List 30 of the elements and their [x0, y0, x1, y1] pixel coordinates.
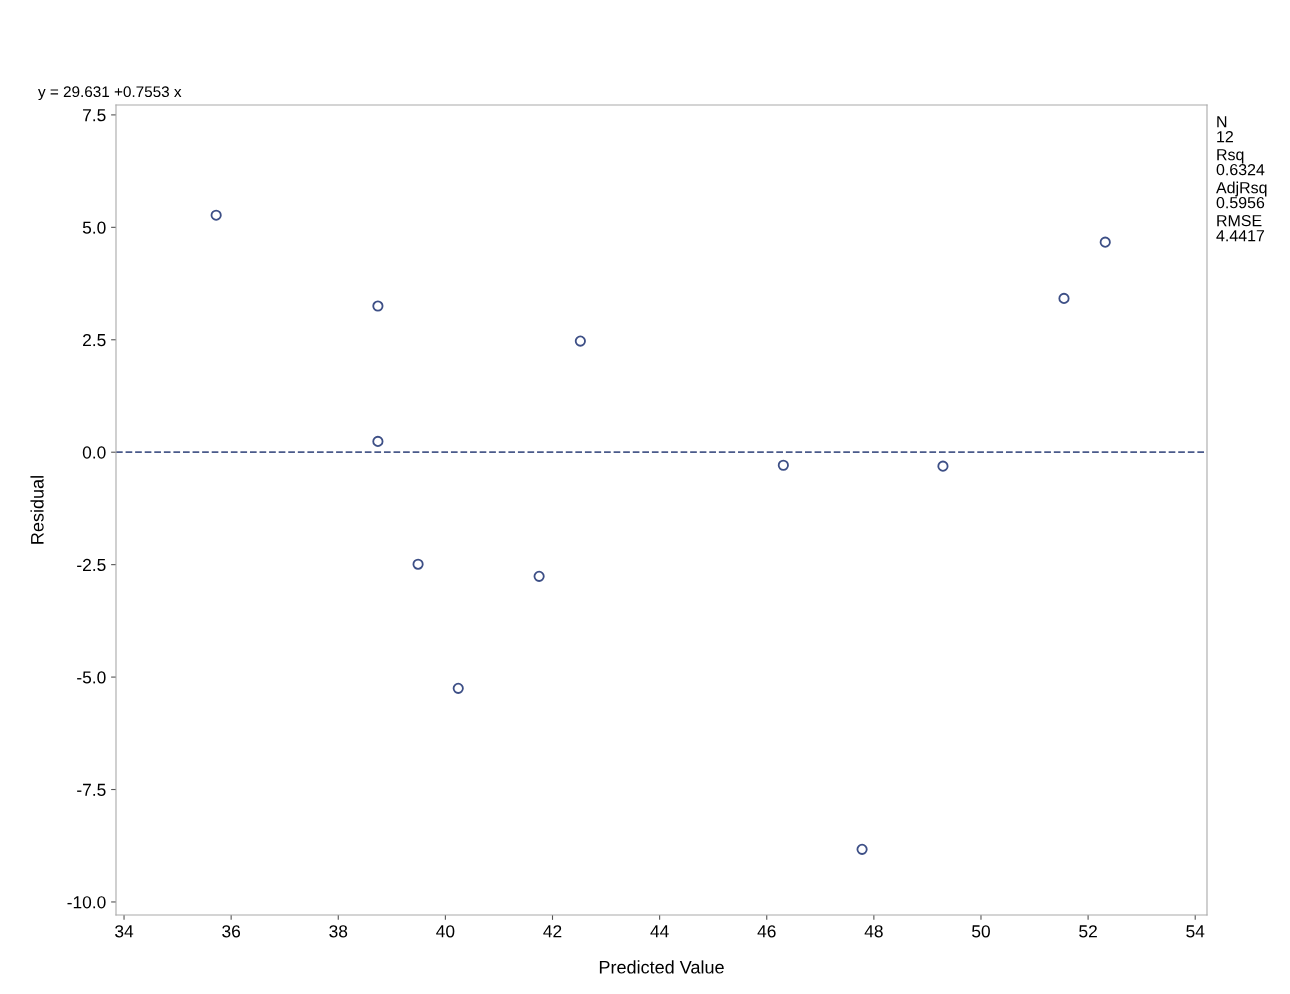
x-tick-label: 44	[650, 925, 669, 938]
y-tick-label: -7.5	[77, 783, 106, 796]
x-tick-label: 40	[436, 925, 455, 938]
y-tick-label: -5.0	[77, 671, 106, 684]
x-tick-label: 54	[1186, 925, 1205, 938]
text: 4.4417	[1216, 230, 1265, 242]
text: 12	[1217, 130, 1233, 143]
y-tick-label: 0.0	[82, 446, 106, 459]
y-axis-title: Residual	[30, 476, 44, 544]
x-tick-label: 36	[222, 925, 241, 938]
y-tick-label: 7.5	[83, 109, 106, 122]
x-tick-label: 34	[115, 925, 134, 938]
text: Rsq	[1217, 149, 1244, 164]
text: 0.5956	[1216, 196, 1265, 209]
x-tick-label: 52	[1079, 925, 1097, 938]
x-tick-label: 46	[757, 925, 776, 938]
text: 0.6324	[1216, 163, 1265, 176]
x-tick-label: 42	[543, 925, 562, 938]
x-tick-label: 48	[864, 925, 883, 938]
x-tick-label: 50	[972, 925, 990, 938]
text: N	[1217, 116, 1227, 128]
x-tick-label: 38	[329, 925, 348, 938]
y-tick-label: 5.0	[82, 221, 106, 234]
y-tick-label: -2.5	[77, 558, 106, 572]
y-tick-label: 2.5	[83, 333, 106, 347]
text: RMSE	[1217, 214, 1262, 227]
y-tick-label: -10.0	[67, 896, 106, 909]
x-axis-title: Predicted Value	[599, 960, 724, 974]
text: AdjRsq	[1216, 181, 1267, 197]
text: y = 29.631 +0.7553 x	[38, 86, 182, 101]
